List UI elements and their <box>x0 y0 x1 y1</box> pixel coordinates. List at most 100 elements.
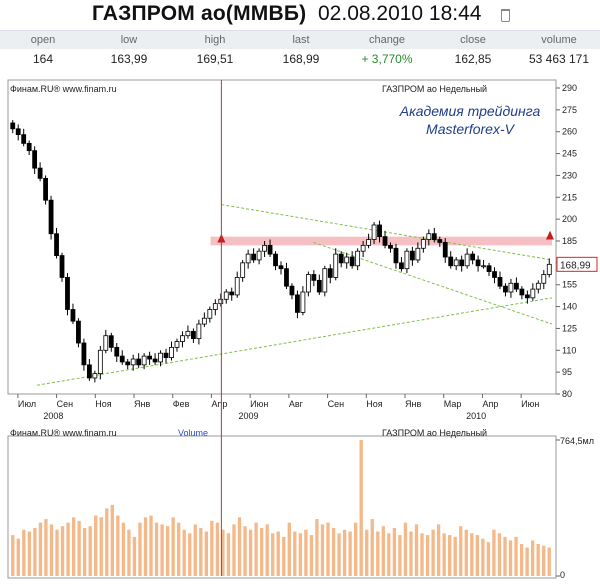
volume-bar <box>177 522 181 576</box>
quote-header-open: open <box>0 30 86 49</box>
volume-bar <box>359 440 363 576</box>
candle-body <box>442 242 448 258</box>
volume-bar <box>232 524 236 576</box>
candle-body <box>377 224 382 238</box>
candle-body <box>366 239 371 246</box>
volume-chart-name: ГАЗПРОМ ао Недельный <box>382 428 487 438</box>
candle-body <box>245 253 251 264</box>
time-axis-year-label: 2009 <box>238 411 258 421</box>
candle-body <box>201 317 207 325</box>
candle-body <box>278 265 284 270</box>
price-y-tick-label: 215 <box>562 192 577 202</box>
rising-trendline <box>37 297 553 386</box>
volume-bar <box>271 533 275 576</box>
last-price-badge: 168,99 <box>556 256 598 272</box>
candle-body <box>267 244 273 255</box>
candle-body <box>48 199 54 235</box>
volume-bar <box>442 533 446 576</box>
candle-body <box>311 274 317 281</box>
price-y-tick-label: 140 <box>562 302 577 312</box>
volume-bar <box>414 524 419 576</box>
price-chart-name: ГАЗПРОМ ао Недельный <box>382 84 487 94</box>
volume-source-label: Финам.RU® www.finam.ru <box>10 428 117 438</box>
candle-body <box>185 330 191 337</box>
price-source-label: Финам.RU® www.finam.ru <box>10 84 117 94</box>
price-y-tick-label: 245 <box>562 149 577 159</box>
volume-bar <box>221 529 225 576</box>
volume-bar <box>425 535 430 576</box>
candle-body <box>546 263 552 275</box>
price-annotations <box>37 204 554 386</box>
candle-body <box>81 342 87 366</box>
price-volume-chart[interactable]: 8095110125140155170185200215230245260275… <box>0 76 600 588</box>
volume-bar <box>71 517 76 576</box>
quote-value-change: + 3,770% <box>361 52 413 66</box>
candle-body <box>256 250 262 261</box>
candle-body <box>32 150 38 169</box>
volume-bar <box>342 529 347 576</box>
quote-col-open: open 164 <box>0 30 86 69</box>
volume-bar <box>199 527 203 576</box>
volume-bar <box>99 517 103 576</box>
candle-body <box>147 355 153 360</box>
volume-bar <box>287 522 291 576</box>
candle-body <box>86 364 92 379</box>
candle-body <box>459 259 465 267</box>
candle-body <box>486 265 492 272</box>
volume-bar <box>309 535 314 576</box>
candle-body <box>475 259 481 267</box>
trash-icon[interactable] <box>501 9 510 22</box>
candle-body <box>453 259 459 267</box>
quote-header-high: high <box>172 30 258 49</box>
volume-bar <box>331 527 336 576</box>
volume-bar <box>154 522 159 576</box>
candle-body <box>223 291 229 300</box>
volume-bar <box>226 533 231 576</box>
volume-bar <box>348 531 352 576</box>
volume-bar <box>105 508 109 576</box>
volume-bar <box>403 522 408 576</box>
candle-body <box>426 233 432 240</box>
volume-bar <box>22 529 26 576</box>
candle-body <box>152 358 158 363</box>
candle-body <box>240 262 246 278</box>
volume-max-label: 764,5мл <box>560 436 594 446</box>
candles <box>10 120 552 383</box>
volume-bar <box>470 533 474 576</box>
volume-bar <box>525 547 529 576</box>
volume-bar <box>110 504 114 576</box>
volume-bar <box>431 529 435 576</box>
candle-body <box>388 244 393 249</box>
candle-body <box>333 253 339 278</box>
candle-body <box>97 349 103 374</box>
candle-body <box>43 177 48 201</box>
time-axis-month-label: Авг <box>289 399 304 409</box>
quote-value-close: 162,85 <box>454 52 492 66</box>
price-y-tick-label: 155 <box>562 280 577 290</box>
candle-body <box>10 122 16 130</box>
candle-body <box>284 268 289 287</box>
volume-bar <box>66 522 70 576</box>
volume-bars <box>11 440 551 576</box>
last-arrow <box>546 230 554 240</box>
candle-body <box>196 323 202 340</box>
candle-body <box>174 341 180 348</box>
candle-body <box>92 373 98 379</box>
quote-header: ГАЗПРОМ ао(ММВБ) 02.08.2010 18:44 <box>0 0 600 30</box>
volume-bar <box>165 526 170 576</box>
volume-bar <box>138 522 142 576</box>
volume-bar <box>259 527 264 576</box>
time-axis-month-label: Апр <box>482 399 498 409</box>
volume-bar <box>83 527 87 576</box>
volume-bar <box>481 538 485 576</box>
price-y-tick-label: 275 <box>562 105 577 115</box>
price-y-tick-label: 260 <box>562 127 577 137</box>
candle-body <box>524 294 530 299</box>
time-axis-month-label: Янв <box>405 399 421 409</box>
volume-bar <box>497 533 502 576</box>
candle-body <box>497 277 503 287</box>
candle-body <box>393 247 399 264</box>
time-axis-year-label: 2008 <box>43 411 63 421</box>
candle-body <box>108 335 114 348</box>
candle-body <box>234 277 240 296</box>
